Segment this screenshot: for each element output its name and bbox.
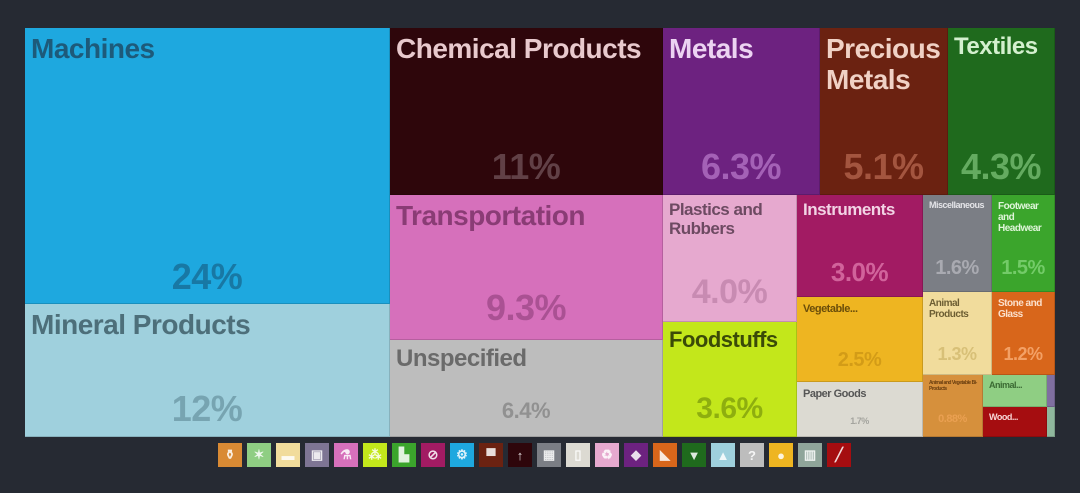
- treemap-cell-sliver[interactable]: [1047, 407, 1055, 437]
- treemap-cell-miscellaneous[interactable]: Miscellaneous 1.6%: [923, 195, 992, 292]
- cell-label: Metals: [669, 33, 754, 64]
- grain-icon[interactable]: ⁂: [363, 443, 387, 467]
- treemap-cell-textiles[interactable]: Textiles 4.3%: [948, 28, 1055, 195]
- shoe-icon[interactable]: ▙: [392, 443, 416, 467]
- treemap: Machines 24% Mineral Products 12% Chemical P…: [25, 28, 1055, 437]
- treemap-cell-paper-goods[interactable]: Paper Goods 1.7%: [797, 382, 923, 437]
- cell-label: Instruments: [803, 200, 895, 219]
- wood-plank-icon[interactable]: ╱: [827, 443, 851, 467]
- paper-icon[interactable]: ▯: [566, 443, 590, 467]
- stone-icon[interactable]: ◣: [653, 443, 677, 467]
- cell-percentage: 3.6%: [696, 392, 763, 425]
- cell-percentage: 12%: [171, 388, 243, 429]
- cell-percentage: 1.5%: [1001, 257, 1045, 279]
- treemap-cell-unspecified[interactable]: Unspecified 6.4%: [390, 340, 663, 437]
- cell-percentage: 1.3%: [937, 344, 977, 364]
- treemap-cell-sliver[interactable]: [1047, 375, 1055, 407]
- hide-icon[interactable]: ✶: [247, 443, 271, 467]
- cell-percentage: 6.4%: [501, 398, 551, 423]
- cell-label: Animal Products: [929, 298, 969, 320]
- cell-percentage: 0.88%: [938, 413, 967, 425]
- cell-label: Animal and Vegetable Bi-Products: [929, 380, 977, 392]
- cell-label: Machines: [31, 33, 155, 64]
- cell-label: Animal...: [989, 380, 1023, 390]
- instrument-icon[interactable]: ⊘: [421, 443, 445, 467]
- road-icon[interactable]: ▲: [711, 443, 735, 467]
- cell-percentage: 3.0%: [830, 257, 889, 287]
- cell-label: Chemical Products: [396, 33, 642, 64]
- cell-percentage: 1.2%: [1003, 344, 1043, 364]
- picture-frame-icon[interactable]: ▣: [305, 443, 329, 467]
- cell-label: Vegetable...: [803, 303, 858, 315]
- cell-label: Footwear and Headwear: [998, 201, 1042, 234]
- cell-percentage: 1.7%: [850, 416, 869, 426]
- treemap-cell-plastics-and-rubbers[interactable]: Plastics and Rubbers 4.0%: [663, 195, 797, 322]
- cell-label: Plastics and Rubbers: [669, 200, 763, 238]
- treemap-cell-animal-and-vegetable-bi-products[interactable]: Animal and Vegetable Bi-Products 0.88%: [923, 375, 983, 437]
- cell-percentage: 1.6%: [935, 257, 979, 279]
- treemap-cell-transportation[interactable]: Transportation 9.3%: [390, 195, 663, 340]
- shirt-icon[interactable]: ▼: [682, 443, 706, 467]
- cell-percentage: 6.3%: [700, 146, 782, 187]
- cell-label: Transportation: [396, 200, 586, 231]
- egg-icon[interactable]: ▬: [276, 443, 300, 467]
- cell-label: Paper Goods: [803, 388, 866, 400]
- treemap-cell-wood[interactable]: Wood...: [983, 407, 1047, 437]
- building-icon[interactable]: ▥: [798, 443, 822, 467]
- legend: ⚱ ✶ ▬ ▣ ⚗ ⁂ ▙ ⊘ ⚙ ▀ ↑ ▦ ▯ ♻ ◆ ◣ ▼ ▲? ● ▥ ╱: [218, 443, 851, 467]
- cell-label: Miscellaneous: [929, 200, 985, 210]
- box-icon[interactable]: ▦: [537, 443, 561, 467]
- treemap-cell-foodstuffs[interactable]: Foodstuffs 3.6%: [663, 322, 797, 437]
- flask-icon[interactable]: ⚗: [334, 443, 358, 467]
- treemap-cell-animal-products[interactable]: Animal Products 1.3%: [923, 292, 992, 375]
- treemap-cell-chemical-products[interactable]: Chemical Products 11%: [390, 28, 663, 195]
- cell-percentage: 11%: [491, 146, 561, 187]
- cell-percentage: 2.5%: [837, 349, 882, 371]
- treemap-cell-precious-metals[interactable]: Precious Metals 5.1%: [820, 28, 948, 195]
- cell-label: Mineral Products: [31, 309, 251, 340]
- treemap-cell-mineral-products[interactable]: Mineral Products 12%: [25, 304, 390, 437]
- treemap-cell-metals[interactable]: Metals 6.3%: [663, 28, 820, 195]
- cell-percentage: 4.3%: [960, 146, 1042, 187]
- fruit-icon[interactable]: ●: [769, 443, 793, 467]
- treemap-cell-footwear-and-headwear[interactable]: Footwear and Headwear 1.5%: [992, 195, 1055, 292]
- cell-label: Foodstuffs: [669, 327, 778, 352]
- treemap-cell-stone-and-glass[interactable]: Stone and Glass 1.2%: [992, 292, 1055, 375]
- cell-label: Wood...: [989, 412, 1018, 422]
- pickaxe-icon[interactable]: ↑: [508, 443, 532, 467]
- anvil-icon[interactable]: ▀: [479, 443, 503, 467]
- cell-percentage: 9.3%: [485, 287, 567, 328]
- treemap-cell-machines[interactable]: Machines 24%: [25, 28, 390, 304]
- treemap-cell-instruments[interactable]: Instruments 3.0%: [797, 195, 923, 297]
- treemap-cell-animal[interactable]: Animal...: [983, 375, 1047, 407]
- cell-percentage: 24%: [171, 256, 243, 297]
- diamond-icon[interactable]: ◆: [624, 443, 648, 467]
- cell-label: Unspecified: [396, 345, 527, 372]
- cell-label: Textiles: [954, 33, 1038, 60]
- treemap-cell-vegetable[interactable]: Vegetable... 2.5%: [797, 297, 923, 382]
- gears-icon[interactable]: ⚙: [450, 443, 474, 467]
- question-icon[interactable]: ?: [740, 443, 764, 467]
- cell-label: Precious Metals: [826, 33, 941, 95]
- cell-percentage: 4.0%: [691, 273, 768, 311]
- recycle-icon[interactable]: ♻: [595, 443, 619, 467]
- cell-percentage: 5.1%: [843, 146, 924, 187]
- bottle-icon[interactable]: ⚱: [218, 443, 242, 467]
- cell-label: Stone and Glass: [998, 298, 1042, 320]
